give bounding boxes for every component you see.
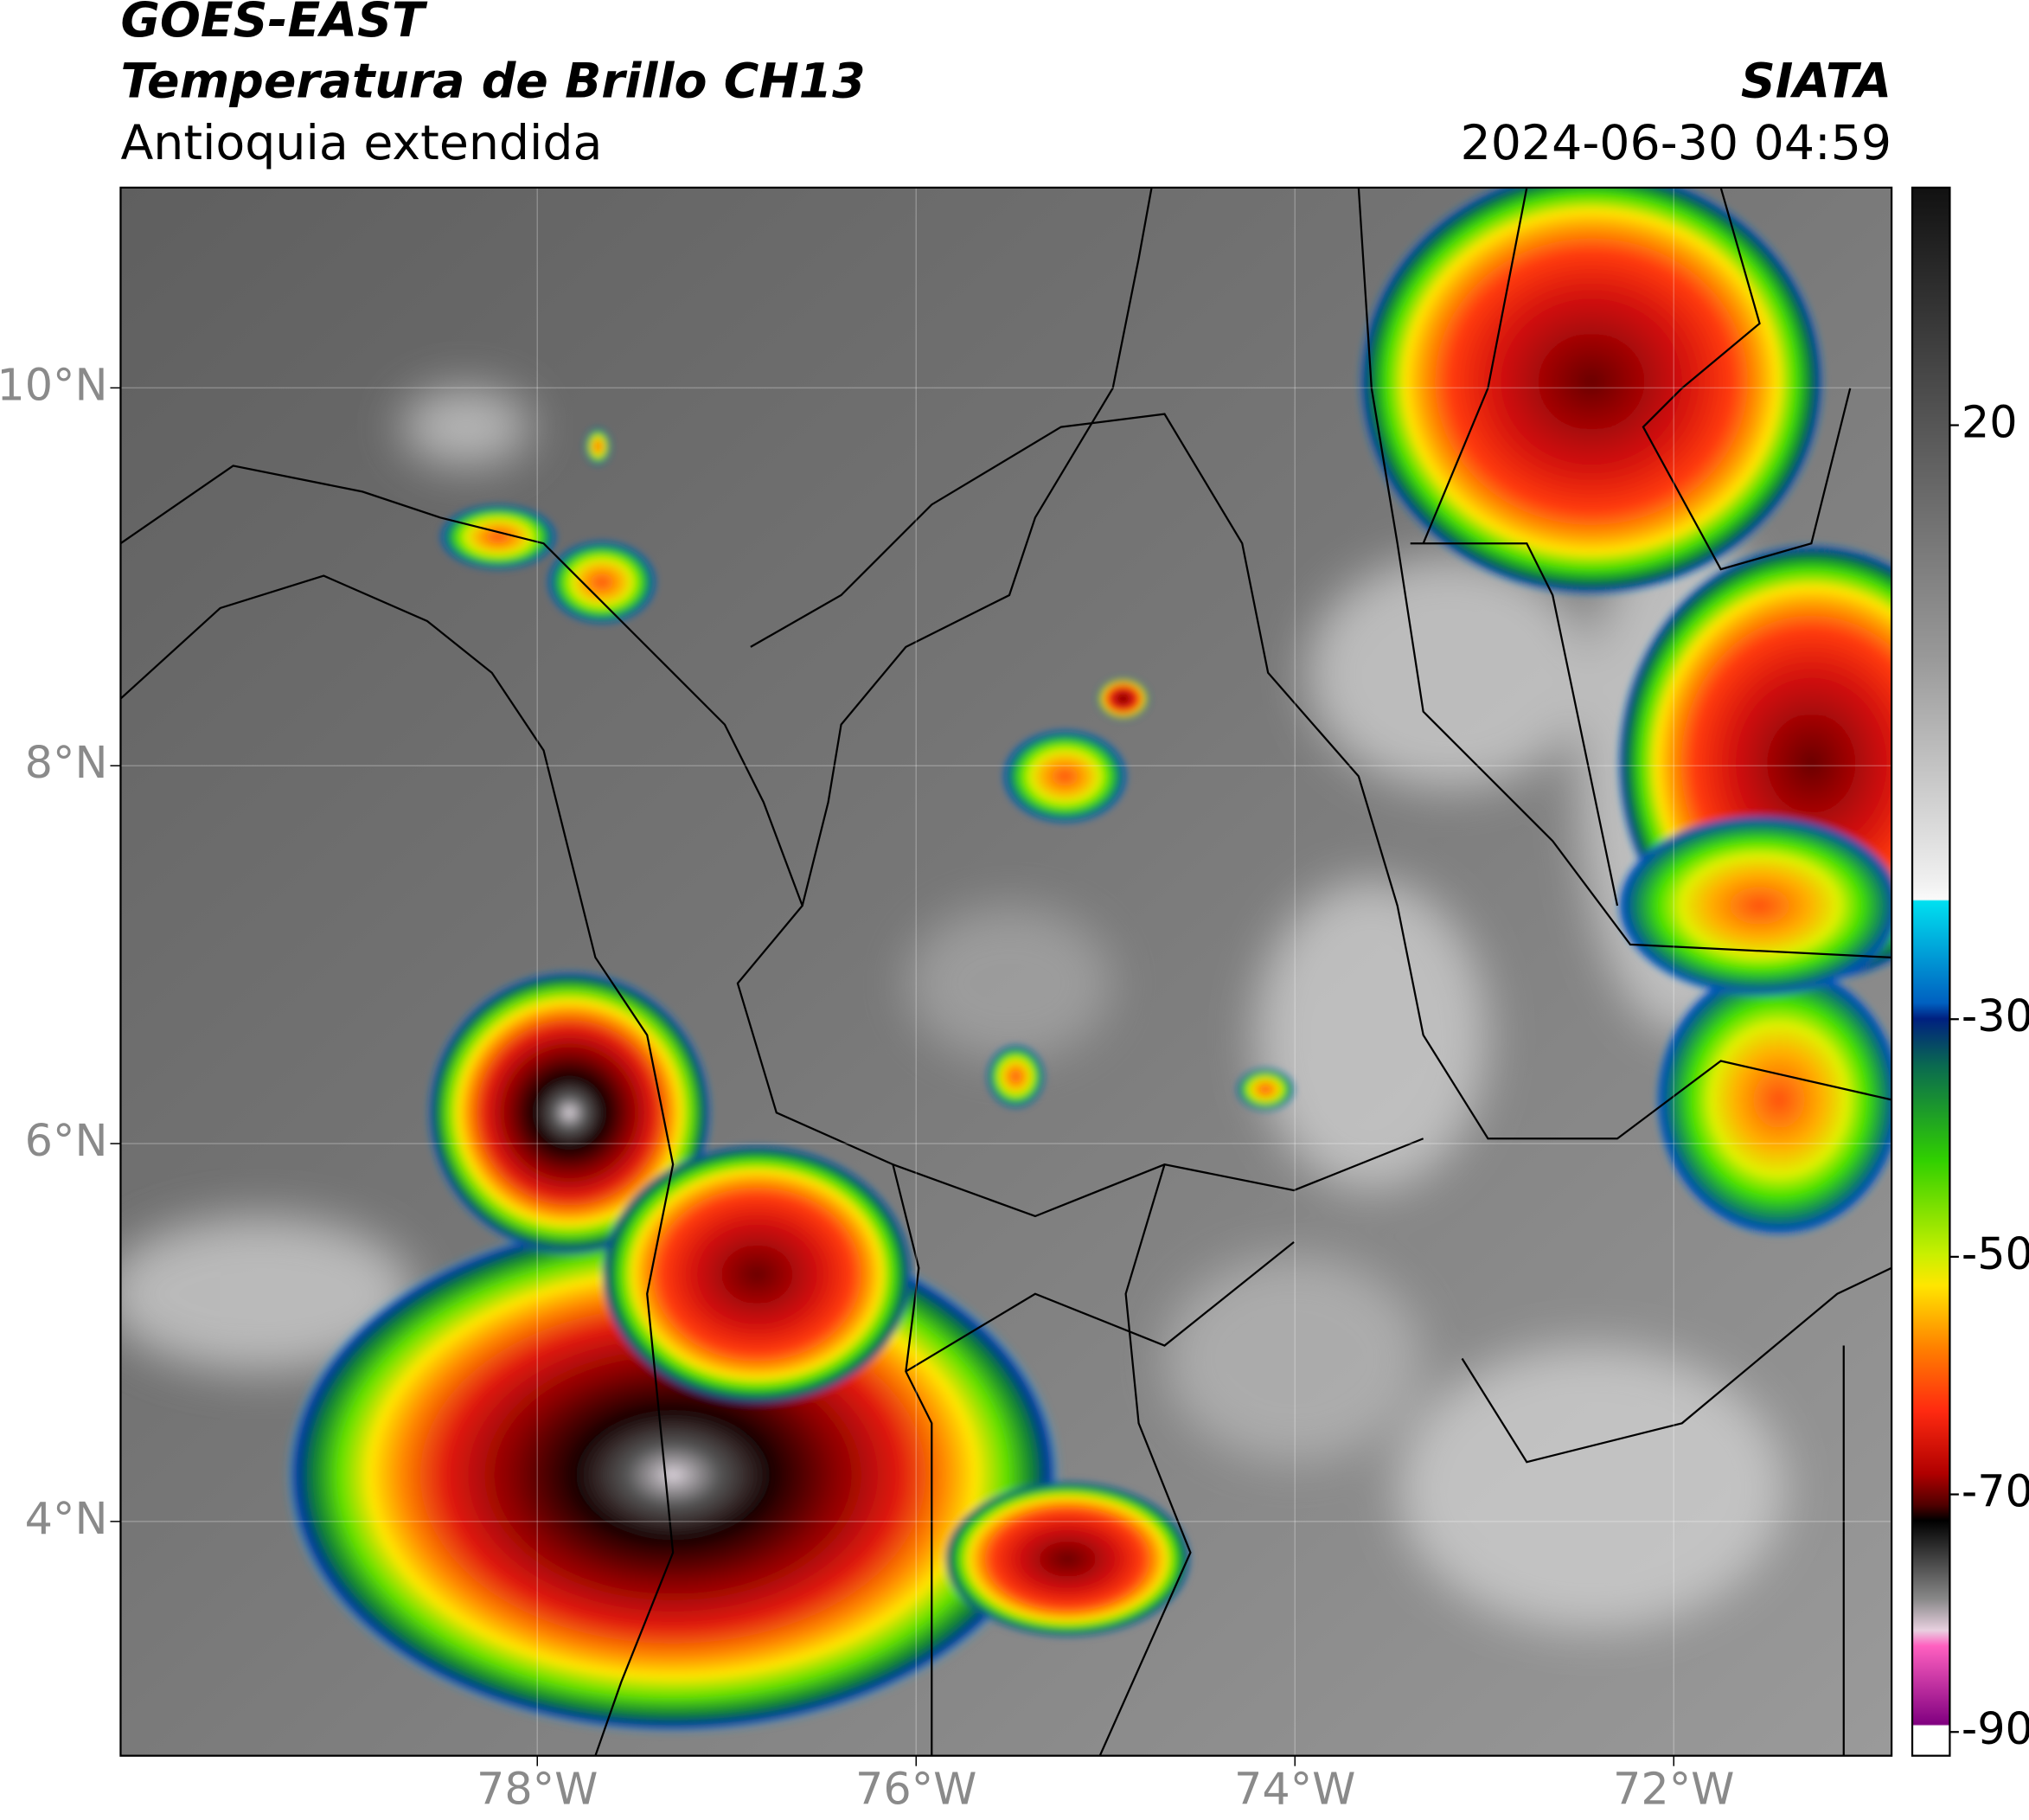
map-frame <box>119 186 1893 1757</box>
grid <box>120 187 1892 1756</box>
map-image <box>120 187 1892 1756</box>
y-tick-label: 8°N <box>25 737 108 788</box>
colorbar-ticks: 20 -30 -50 -70 -90 <box>1949 397 2029 1754</box>
x-tick-label: 78°W <box>477 1764 598 1815</box>
x-tick-label: 72°W <box>1613 1764 1734 1815</box>
colorbar-tick-label: -90 <box>1962 1703 2029 1754</box>
colorbar-tick-label: -30 <box>1962 990 2029 1041</box>
source: SIATA <box>1741 54 1891 109</box>
y-tick-label: 4°N <box>25 1493 108 1544</box>
colorbar-tick-label: 20 <box>1962 397 2018 448</box>
title: GOES-EAST <box>120 0 428 48</box>
timestamp: 2024-06-30 04:59 <box>1461 116 1892 171</box>
y-tick-label: 6°N <box>25 1115 108 1166</box>
axes: 78°W 76°W 74°W 72°W 4°N 6°N 8°N 10°N <box>0 359 1734 1814</box>
colorbar-tick-label: -50 <box>1962 1228 2029 1279</box>
colorbar-tick-label: -70 <box>1962 1466 2029 1517</box>
colorbar <box>1911 186 1951 1757</box>
x-tick-label: 76°W <box>855 1764 976 1815</box>
y-tick-label: 10°N <box>0 359 107 410</box>
region: Antioquia extendida <box>120 116 602 171</box>
x-tick-label: 74°W <box>1234 1764 1355 1815</box>
subtitle: Temperatura de Brillo CH13 <box>120 54 865 109</box>
